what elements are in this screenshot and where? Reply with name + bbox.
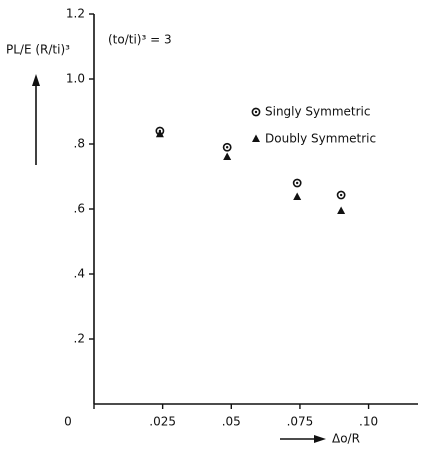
y-tick-label: 1.2 (66, 7, 85, 21)
legend-label: Doubly Symmetric (265, 132, 376, 146)
point-dot (295, 181, 299, 185)
x-tick-label: .025 (149, 415, 176, 429)
point (337, 206, 346, 214)
legend-marker (252, 134, 260, 142)
legend-label: Singly Symmetric (265, 105, 370, 119)
x-tick-label: .10 (359, 415, 378, 429)
point (293, 192, 302, 200)
point (222, 142, 232, 152)
point-ring (222, 142, 232, 152)
x-arrow-head (314, 435, 326, 443)
point-ring (292, 178, 302, 188)
x-tick-label: .075 (287, 415, 314, 429)
point-dot (225, 146, 229, 149)
y-tick-label: 1.0 (66, 72, 85, 86)
point (336, 190, 346, 200)
x-tick-label: 0 (64, 415, 72, 429)
y-axis-label: PL/E (R/ti)³ (6, 43, 70, 57)
legend-marker-dot (254, 110, 258, 114)
x-tick-label: .05 (222, 415, 241, 429)
y-tick-label: .6 (74, 202, 85, 216)
annotation: (to/ti)³ = 3 (108, 33, 172, 47)
point-dot (339, 193, 343, 197)
point-ring (336, 190, 346, 200)
legend-marker-ring (251, 107, 261, 117)
y-arrow-head (32, 74, 40, 86)
legend-marker (251, 107, 261, 117)
y-tick-label: .4 (74, 267, 85, 281)
point (223, 152, 232, 160)
y-tick-label: .8 (74, 137, 85, 151)
point (292, 178, 302, 188)
x-axis-label: Δo/R (332, 432, 360, 446)
point (155, 129, 164, 138)
y-tick-label: .2 (74, 332, 85, 346)
